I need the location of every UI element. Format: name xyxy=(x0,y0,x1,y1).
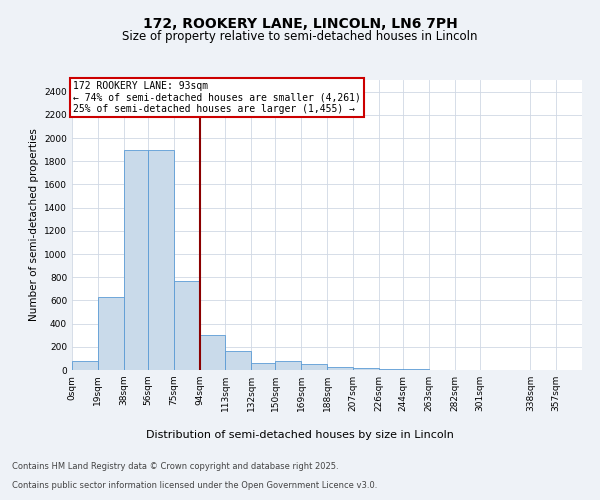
Bar xyxy=(98,297,124,370)
Bar xyxy=(225,351,251,370)
Bar xyxy=(72,362,98,370)
Text: Contains public sector information licensed under the Open Government Licence v3: Contains public sector information licen… xyxy=(12,481,377,490)
Text: Size of property relative to semi-detached houses in Lincoln: Size of property relative to semi-detach… xyxy=(122,30,478,43)
Text: Distribution of semi-detached houses by size in Lincoln: Distribution of semi-detached houses by … xyxy=(146,430,454,440)
Text: Contains HM Land Registry data © Crown copyright and database right 2025.: Contains HM Land Registry data © Crown c… xyxy=(12,462,338,471)
Bar xyxy=(353,368,379,370)
Bar xyxy=(148,150,174,370)
Bar xyxy=(275,362,301,370)
Bar xyxy=(199,335,225,370)
Bar xyxy=(174,280,199,370)
Bar xyxy=(124,150,148,370)
Bar xyxy=(251,363,275,370)
Y-axis label: Number of semi-detached properties: Number of semi-detached properties xyxy=(29,128,38,322)
Bar xyxy=(301,364,327,370)
Bar xyxy=(379,369,403,370)
Text: 172, ROOKERY LANE, LINCOLN, LN6 7PH: 172, ROOKERY LANE, LINCOLN, LN6 7PH xyxy=(143,18,457,32)
Text: 172 ROOKERY LANE: 93sqm
← 74% of semi-detached houses are smaller (4,261)
25% of: 172 ROOKERY LANE: 93sqm ← 74% of semi-de… xyxy=(73,81,361,114)
Bar xyxy=(327,366,353,370)
